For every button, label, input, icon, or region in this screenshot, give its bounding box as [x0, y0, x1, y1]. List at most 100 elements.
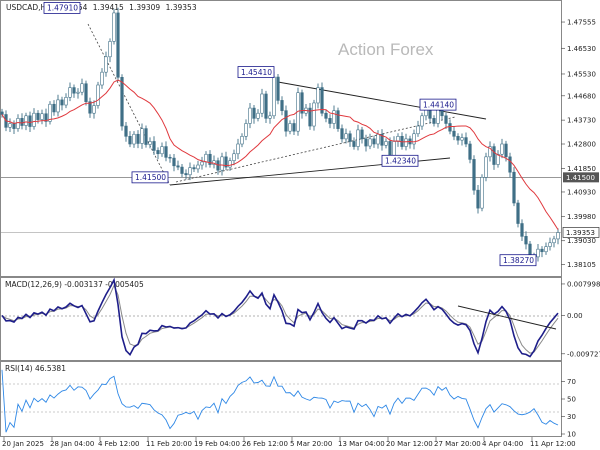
rsi-line [1, 369, 559, 433]
candle-body [228, 160, 232, 168]
candle-body [324, 112, 328, 119]
candle-body [148, 141, 152, 145]
watermark-text: Action Forex [338, 40, 434, 59]
candle-body [104, 56, 108, 73]
macd-panel-title: MACD(12,26,9) -0.003137 -0.005405 [5, 280, 144, 289]
current-price-tag: 1.39353 [562, 227, 600, 238]
price-y-tick-label: 1.43730 [567, 117, 596, 125]
price-y-tick-label: 1.39030 [567, 237, 596, 245]
macd-y-tick-label: 0.00 [567, 312, 583, 320]
candle-body [488, 146, 492, 158]
candle-body [192, 167, 196, 170]
candle-body [84, 83, 88, 102]
annotation-label: 1.42340 [385, 157, 416, 166]
candle-body [124, 125, 128, 137]
candle-body [376, 133, 380, 145]
candle-body [264, 93, 268, 119]
ohlc-low: 1.39309 [129, 3, 160, 12]
candle-body [60, 99, 64, 106]
candle-body [152, 141, 156, 151]
candle-body [280, 100, 284, 111]
candle-body [416, 125, 420, 135]
candle-body [380, 133, 384, 146]
price-y-tick-label: 1.47555 [567, 19, 596, 27]
candle-body [460, 137, 464, 141]
candle-body [464, 137, 468, 145]
candle-body [52, 103, 56, 113]
candle-body [384, 141, 388, 146]
candle-body [164, 146, 168, 158]
annotation-1-42340: 1.42340 [381, 154, 419, 167]
candle-body [168, 157, 172, 159]
x-tick-label: 20 Jan 2025 [2, 440, 44, 448]
moving-average-line [1, 79, 559, 230]
x-tick-label: 26 Feb 12:00 [242, 440, 288, 448]
candle-body [388, 141, 392, 157]
candle-body [40, 113, 44, 120]
x-tick-label: 28 Jan 04:00 [50, 440, 94, 448]
candle-body [456, 136, 460, 141]
candle-body [316, 87, 320, 104]
rsi-y-tick-label: 10 [567, 431, 576, 439]
candle-body [348, 133, 352, 142]
candle-body [188, 167, 192, 176]
support-price-tag-bg [563, 172, 599, 183]
candle-body [492, 146, 496, 165]
candle-body [276, 76, 280, 101]
candle-body [300, 92, 304, 114]
candle-body [444, 115, 448, 124]
candle-body [268, 115, 272, 119]
rsi-y-tick-label: 30 [567, 413, 576, 421]
trendline-dotted-fall [87, 23, 171, 186]
annotation-label: 1.44140 [423, 100, 454, 109]
candle-body [336, 110, 340, 129]
candle-body [72, 87, 76, 94]
candle-body [352, 141, 356, 147]
trendline-upper [277, 81, 487, 120]
candle-body [76, 91, 80, 94]
x-tick-label: 20 Mar 12:00 [386, 440, 433, 448]
price-y-tick-label: 1.41850 [567, 165, 596, 173]
candle-body [468, 143, 472, 160]
x-tick-label: 5 Mar 20:00 [290, 440, 332, 448]
macd-y-axis: 0.007998 0.00 -0.009727 [561, 280, 600, 358]
candle-body [32, 112, 36, 127]
candle-body [100, 71, 104, 86]
annotation-box [419, 98, 457, 111]
x-tick-label: 4 Apr 04:00 [482, 440, 523, 448]
candle-body [12, 123, 16, 129]
candle-body [0, 111, 4, 115]
candle-body [500, 143, 504, 155]
rsi-y-tick-label: 50 [567, 396, 576, 404]
price-y-tick-label: 1.38105 [567, 261, 596, 269]
candle-body [252, 107, 256, 119]
candle-body [524, 236, 528, 245]
annotation-label: 1.45410 [241, 68, 272, 77]
candle-body [288, 123, 292, 132]
candle-body [48, 103, 52, 122]
candle-body [68, 87, 72, 98]
price-y-tick-label: 1.40930 [567, 188, 596, 196]
x-tick-label: 13 Mar 04:00 [338, 440, 385, 448]
price-candles [0, 7, 560, 265]
candle-body [184, 173, 188, 176]
candle-body [484, 156, 488, 178]
rsi-y-tick-label: 70 [567, 378, 576, 386]
candle-body [508, 156, 512, 173]
annotations: 1.47910 1.45410 1.44140 1.42340 1.41500 1.382… [43, 2, 537, 267]
candle-body [200, 161, 204, 166]
candle-body [136, 133, 140, 144]
rsi-y-axis: 70 50 30 10 [561, 378, 576, 439]
candle-body [320, 87, 324, 114]
macd-y-tick-label: 0.007998 [567, 280, 600, 288]
symbol-label: USDCAD,H4 [6, 3, 51, 12]
annotation-1-44140: 1.44140 [419, 98, 457, 111]
annotation-1-41500: 1.41500 [131, 171, 169, 184]
rsi-panel-frame [0, 361, 562, 437]
candle-body [196, 164, 200, 170]
price-y-tick-label: 1.46530 [567, 45, 596, 53]
candle-body [512, 171, 516, 204]
candle-body [440, 109, 444, 117]
